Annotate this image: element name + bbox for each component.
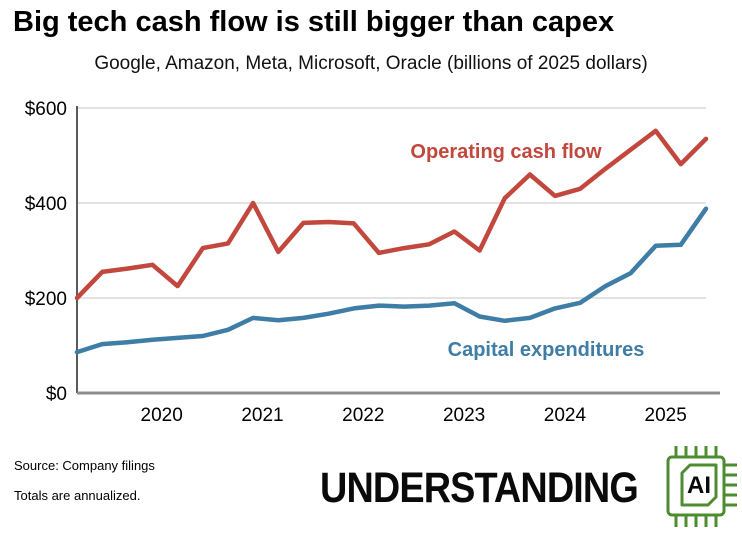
chart-title: Big tech cash flow is still bigger than … xyxy=(13,6,615,38)
ocf-series-label: Operating cash flow xyxy=(410,141,602,163)
y-axis-tick-label: $600 xyxy=(25,99,67,120)
y-axis-tick-label: $200 xyxy=(25,289,67,310)
capex-line xyxy=(74,206,709,355)
capex-series-label: Capital expenditures xyxy=(448,339,645,361)
x-axis-tick-label: 2024 xyxy=(544,405,587,426)
ocf-line xyxy=(74,128,709,301)
x-axis-tick-label: 2020 xyxy=(141,405,183,426)
chart-subtitle: Google, Amazon, Meta, Microsoft, Oracle … xyxy=(94,53,648,74)
y-axis-tick-label: $400 xyxy=(25,194,67,215)
source-note: Source: Company filings xyxy=(14,458,155,473)
ai-chip-logo-icon: AI xyxy=(666,446,737,527)
y-axis-tick-label: $0 xyxy=(46,384,67,405)
chip-inner-frame xyxy=(680,463,718,507)
x-axis-tick-label: 2023 xyxy=(443,405,485,426)
x-axis-tick-label: 2021 xyxy=(241,405,283,426)
x-axis-tick-label: 2025 xyxy=(645,405,687,426)
brand-wordmark: UNDERSTANDING xyxy=(320,464,639,512)
x-axis-tick-label: 2022 xyxy=(342,405,384,426)
logo-ai-text: AI xyxy=(687,472,711,499)
annualized-note: Totals are annualized. xyxy=(14,488,141,503)
